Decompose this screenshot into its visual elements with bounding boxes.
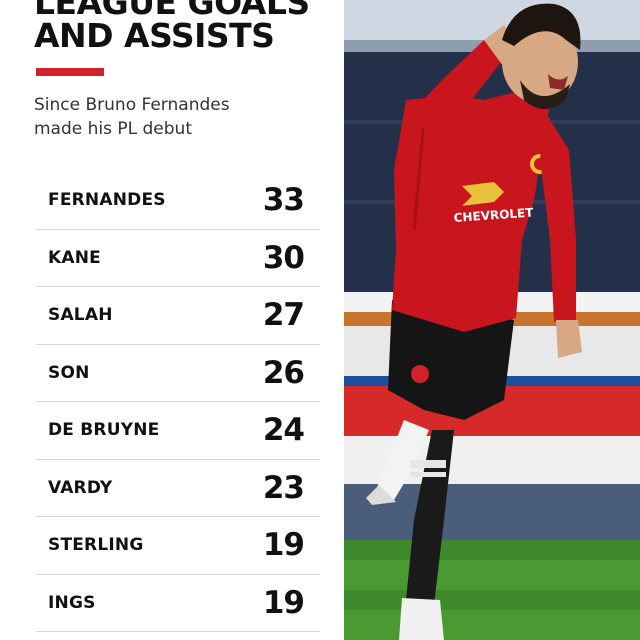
table-row: INGS 19 bbox=[36, 575, 320, 632]
player-value: 33 bbox=[262, 182, 305, 219]
title-line-1: LEAGUE GOALS bbox=[34, 0, 310, 22]
player-value: 23 bbox=[262, 469, 305, 506]
player-value: 19 bbox=[262, 527, 305, 564]
player-name: INGS bbox=[48, 592, 96, 613]
table-row: SALAH 27 bbox=[36, 287, 320, 345]
subtitle: Since Bruno Fernandes made his PL debut bbox=[34, 93, 324, 141]
table-row: SON 26 bbox=[36, 345, 320, 402]
player-shorts bbox=[388, 300, 514, 420]
player-value: 27 bbox=[262, 297, 305, 334]
player-name: FERNANDES bbox=[48, 190, 166, 211]
player-name: DE BRUYNE bbox=[48, 420, 160, 441]
table-row: VARDY 23 bbox=[36, 460, 320, 517]
player-value: 30 bbox=[262, 239, 305, 276]
player-photo: CHEVROLET bbox=[344, 0, 640, 640]
page-title: LEAGUE GOALS AND ASSISTS bbox=[34, 0, 334, 52]
title-line-2: AND ASSISTS bbox=[34, 16, 275, 55]
player-name: VARDY bbox=[48, 477, 113, 498]
player-value: 19 bbox=[262, 584, 305, 621]
player-name: KANE bbox=[48, 247, 101, 268]
table-row: KANE 30 bbox=[36, 230, 320, 287]
table-row: FERNANDES 33 bbox=[36, 172, 320, 230]
player-value: 24 bbox=[262, 412, 305, 449]
stats-table: FERNANDES 33 KANE 30 SALAH 27 SON 26 DE … bbox=[36, 172, 320, 632]
subtitle-line-2: made his PL debut bbox=[34, 119, 192, 139]
player-name: SON bbox=[48, 362, 90, 383]
accent-divider bbox=[36, 68, 104, 76]
player-name: SALAH bbox=[48, 305, 113, 326]
table-row: DE BRUYNE 24 bbox=[36, 402, 320, 460]
subtitle-line-1: Since Bruno Fernandes bbox=[34, 95, 230, 115]
player-illustration: CHEVROLET bbox=[344, 0, 640, 640]
player-value: 26 bbox=[262, 354, 305, 391]
player-name: STERLING bbox=[48, 535, 144, 556]
stats-panel: LEAGUE GOALS AND ASSISTS Since Bruno Fer… bbox=[34, 0, 334, 632]
shirt-sponsor: CHEVROLET bbox=[453, 205, 534, 225]
player-jersey bbox=[392, 90, 549, 332]
table-row: STERLING 19 bbox=[36, 517, 320, 575]
